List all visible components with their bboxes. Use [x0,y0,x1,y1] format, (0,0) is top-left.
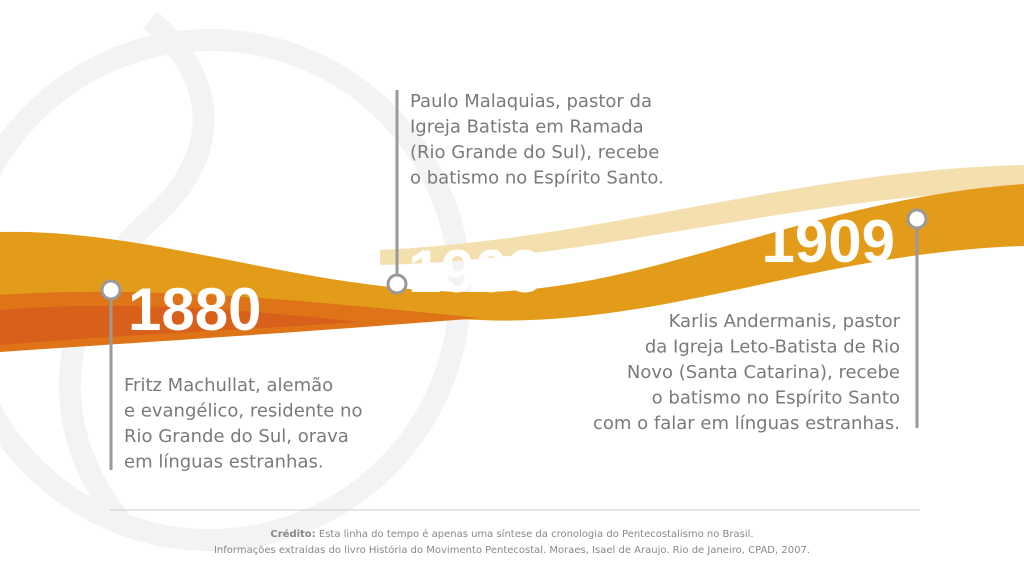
event-text: em línguas estranhas. [124,452,324,473]
year: 1908 [408,238,541,305]
event-text: Karlis Andermanis, pastor [669,311,901,332]
event-text: Novo (Santa Catarina), recebe [627,362,900,383]
markers [100,90,928,470]
event-text: Igreja Batista em Ramada [410,117,644,138]
event-text: Paulo Malaquias, pastor da [410,91,652,112]
wave [0,165,1024,352]
event-text: Rio Grande do Sul, orava [124,426,349,447]
event-text: da Igreja Leto-Batista de Rio [645,337,900,358]
credit-text: Esta linha do tempo é apenas uma síntese… [319,528,754,540]
event-text: Fritz Machullat, alemão [124,375,333,396]
year: 1909 [762,208,895,275]
credit: Informações extraídas do livro História … [214,544,810,556]
event-text: o batismo no Espírito Santo. [410,168,664,189]
event-text: o batismo no Espírito Santo [652,388,900,409]
watermark [0,11,471,551]
credit: Crédito: Esta linha do tempo é apenas um… [270,528,753,540]
year: 1880 [128,276,261,343]
event-text: (Rio Grande do Sul), recebe [410,142,659,163]
credit-label: Crédito: [270,528,315,540]
event-text: com o falar em línguas estranhas. [593,413,900,434]
event-text: e evangélico, residente no [124,401,362,422]
